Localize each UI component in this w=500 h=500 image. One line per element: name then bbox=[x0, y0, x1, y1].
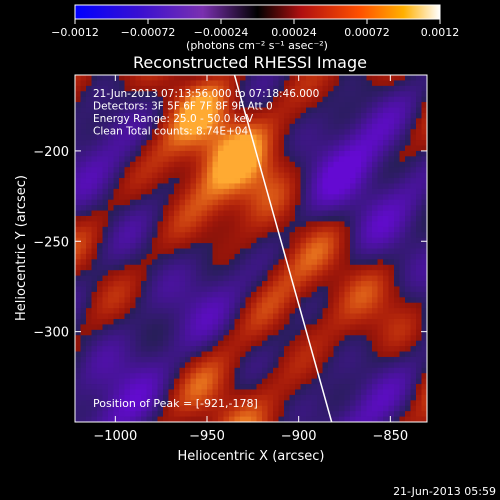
x-axis-ticks: −1000 −950 −900 −850 bbox=[93, 75, 408, 444]
chart-title: Reconstructed RHESSI Image bbox=[133, 53, 367, 72]
x-tick-label: −900 bbox=[281, 429, 317, 444]
solar-limb-line bbox=[233, 74, 333, 423]
x-tick-label: −1000 bbox=[93, 429, 137, 444]
annotation-line: Detectors: 3F 5F 6F 7F 8F 9F Att 0 bbox=[93, 101, 273, 113]
x-tick-label: −950 bbox=[189, 429, 225, 444]
annotation-line: Energy Range: 25.0 - 50.0 keV bbox=[93, 113, 254, 125]
y-tick-label: −200 bbox=[33, 145, 69, 160]
peak-position-label: Position of Peak = [-921,-178] bbox=[93, 397, 258, 410]
annotation-block: 21-Jun-2013 07:13:56.000 to 07:18:46.000… bbox=[93, 88, 319, 138]
footer-timestamp: 21-Jun-2013 05:59 bbox=[393, 485, 496, 498]
colorbar-ticks: −0.0012 −0.00072 −0.00024 0.00024 0.00072 0.0… bbox=[51, 19, 459, 39]
annotation-line: 21-Jun-2013 07:13:56.000 to 07:18:46.000 bbox=[93, 88, 319, 100]
colorbar-unit-label: (photons cm⁻² s⁻¹ asec⁻²) bbox=[186, 39, 328, 52]
heatmap-image bbox=[75, 75, 428, 423]
colorbar-tick-label: −0.00072 bbox=[121, 26, 176, 39]
y-tick-label: −300 bbox=[33, 326, 69, 341]
colorbar-tick-label: 0.0012 bbox=[421, 26, 460, 39]
colorbar bbox=[74, 4, 441, 20]
annotation-line: Clean Total counts: 8.74E+04 bbox=[93, 126, 248, 138]
x-axis-label: Heliocentric X (arcsec) bbox=[178, 449, 325, 464]
plot-frame bbox=[74, 74, 428, 423]
colorbar-tick-label: 0.00024 bbox=[271, 26, 317, 39]
colorbar-tick-label: −0.0012 bbox=[51, 26, 99, 39]
y-axis-label: Heliocentric Y (arcsec) bbox=[14, 175, 29, 321]
colorbar-tick-label: −0.00024 bbox=[194, 26, 249, 39]
x-tick-label: −850 bbox=[372, 429, 408, 444]
y-axis-ticks: −300 −250 −200 bbox=[33, 145, 427, 341]
y-tick-label: −250 bbox=[33, 235, 69, 250]
colorbar-tick-label: 0.00072 bbox=[344, 26, 390, 39]
